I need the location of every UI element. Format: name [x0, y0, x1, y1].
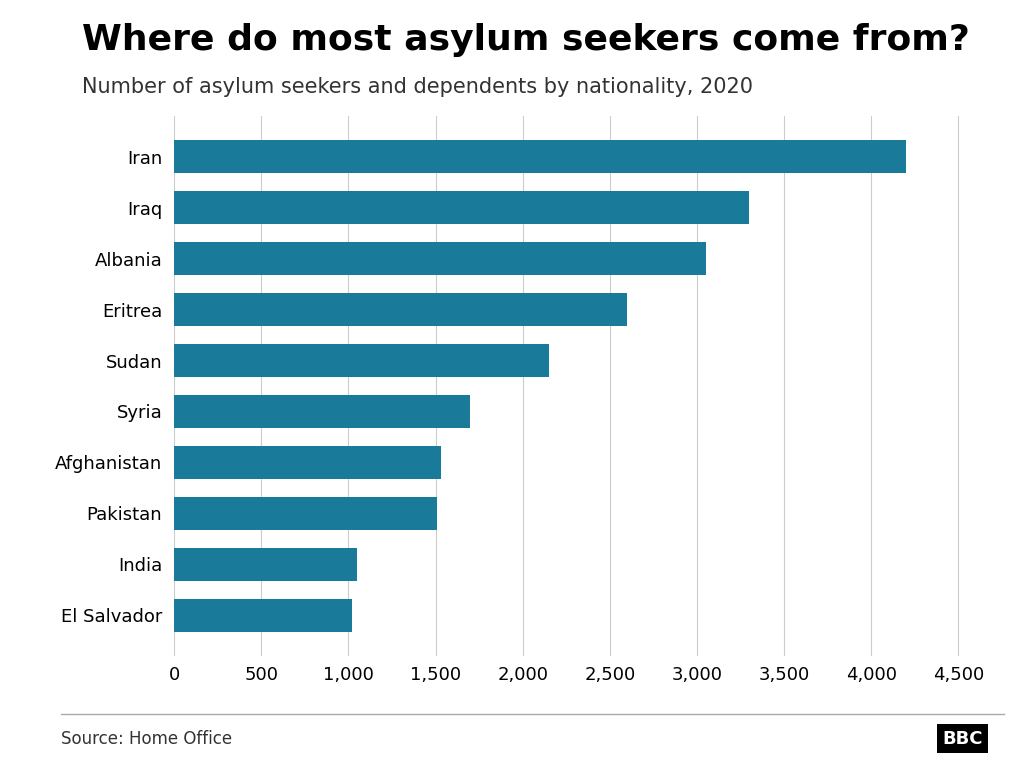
Bar	[174, 395, 470, 428]
Bar	[174, 293, 628, 327]
Bar	[174, 445, 440, 479]
Text: Source: Home Office: Source: Home Office	[61, 730, 232, 747]
Bar	[174, 141, 906, 174]
Text: BBC: BBC	[942, 730, 983, 747]
Bar	[174, 496, 437, 530]
Text: Number of asylum seekers and dependents by nationality, 2020: Number of asylum seekers and dependents …	[82, 77, 753, 97]
Bar	[174, 547, 357, 581]
Bar	[174, 242, 706, 276]
Bar	[174, 598, 352, 631]
Text: Where do most asylum seekers come from?: Where do most asylum seekers come from?	[82, 23, 970, 57]
Bar	[174, 344, 549, 377]
Bar	[174, 191, 750, 225]
